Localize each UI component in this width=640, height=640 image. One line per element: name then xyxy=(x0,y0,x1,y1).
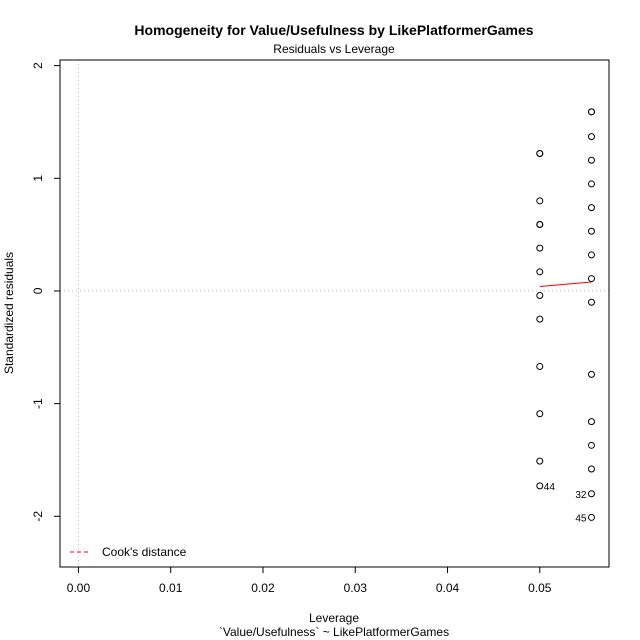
y-axis: -2 -1 0 1 2 xyxy=(31,62,60,522)
data-point xyxy=(536,457,544,465)
point-label: 45 xyxy=(575,513,587,524)
data-point xyxy=(536,244,544,252)
data-point xyxy=(587,156,595,164)
data-point xyxy=(587,418,595,426)
x-tick-label: 0.03 xyxy=(344,581,368,595)
points-layer xyxy=(536,108,595,521)
y-tick-label: 1 xyxy=(31,175,45,182)
data-point xyxy=(587,108,595,116)
x-axis: 0.00 0.01 0.02 0.03 0.04 0.05 xyxy=(67,567,552,595)
data-point xyxy=(536,197,544,205)
plot-frame xyxy=(59,59,610,568)
x-tick-label: 0.02 xyxy=(251,581,275,595)
point-label: 44 xyxy=(544,482,556,493)
data-point xyxy=(587,133,595,141)
data-point xyxy=(536,268,544,276)
chart-subtitle: Residuals vs Leverage xyxy=(273,42,395,56)
legend-cooks-label: Cook's distance xyxy=(102,545,187,559)
data-point xyxy=(587,490,595,498)
data-point xyxy=(587,227,595,235)
data-point xyxy=(587,298,595,306)
data-point xyxy=(536,410,544,418)
x-axis-label: Leverage xyxy=(309,611,359,625)
data-point xyxy=(587,251,595,259)
data-point xyxy=(536,220,544,228)
y-tick-label: 0 xyxy=(31,287,45,294)
y-tick-label: 2 xyxy=(31,62,45,69)
y-tick-label: -2 xyxy=(31,511,45,522)
y-axis-label: Standardized residuals xyxy=(2,252,16,374)
y-tick-label: -1 xyxy=(31,398,45,409)
data-point xyxy=(587,204,595,212)
data-point xyxy=(587,513,595,521)
data-point xyxy=(587,465,595,473)
legend: Cook's distance xyxy=(70,545,187,559)
chart-title: Homogeneity for Value/Usefulness by Like… xyxy=(134,22,533,38)
data-point xyxy=(536,291,544,299)
data-point xyxy=(587,180,595,188)
data-point xyxy=(587,441,595,449)
data-point xyxy=(536,150,544,158)
smooth-line-layer xyxy=(539,281,592,287)
reference-lines xyxy=(60,60,609,567)
point-labels-layer: 44 32 45 xyxy=(544,482,587,525)
x-tick-label: 0.01 xyxy=(159,581,183,595)
x-axis-formula: `Value/Usefulness` ~ LikePlatformerGames xyxy=(219,625,449,639)
smooth-line xyxy=(539,281,592,287)
data-point xyxy=(587,370,595,378)
x-tick-label: 0.00 xyxy=(67,581,91,595)
x-tick-label: 0.05 xyxy=(528,581,552,595)
data-point xyxy=(536,482,544,490)
data-point xyxy=(587,275,595,283)
data-point xyxy=(536,362,544,370)
x-tick-label: 0.04 xyxy=(436,581,460,595)
data-point xyxy=(536,315,544,323)
point-label: 32 xyxy=(575,490,587,501)
